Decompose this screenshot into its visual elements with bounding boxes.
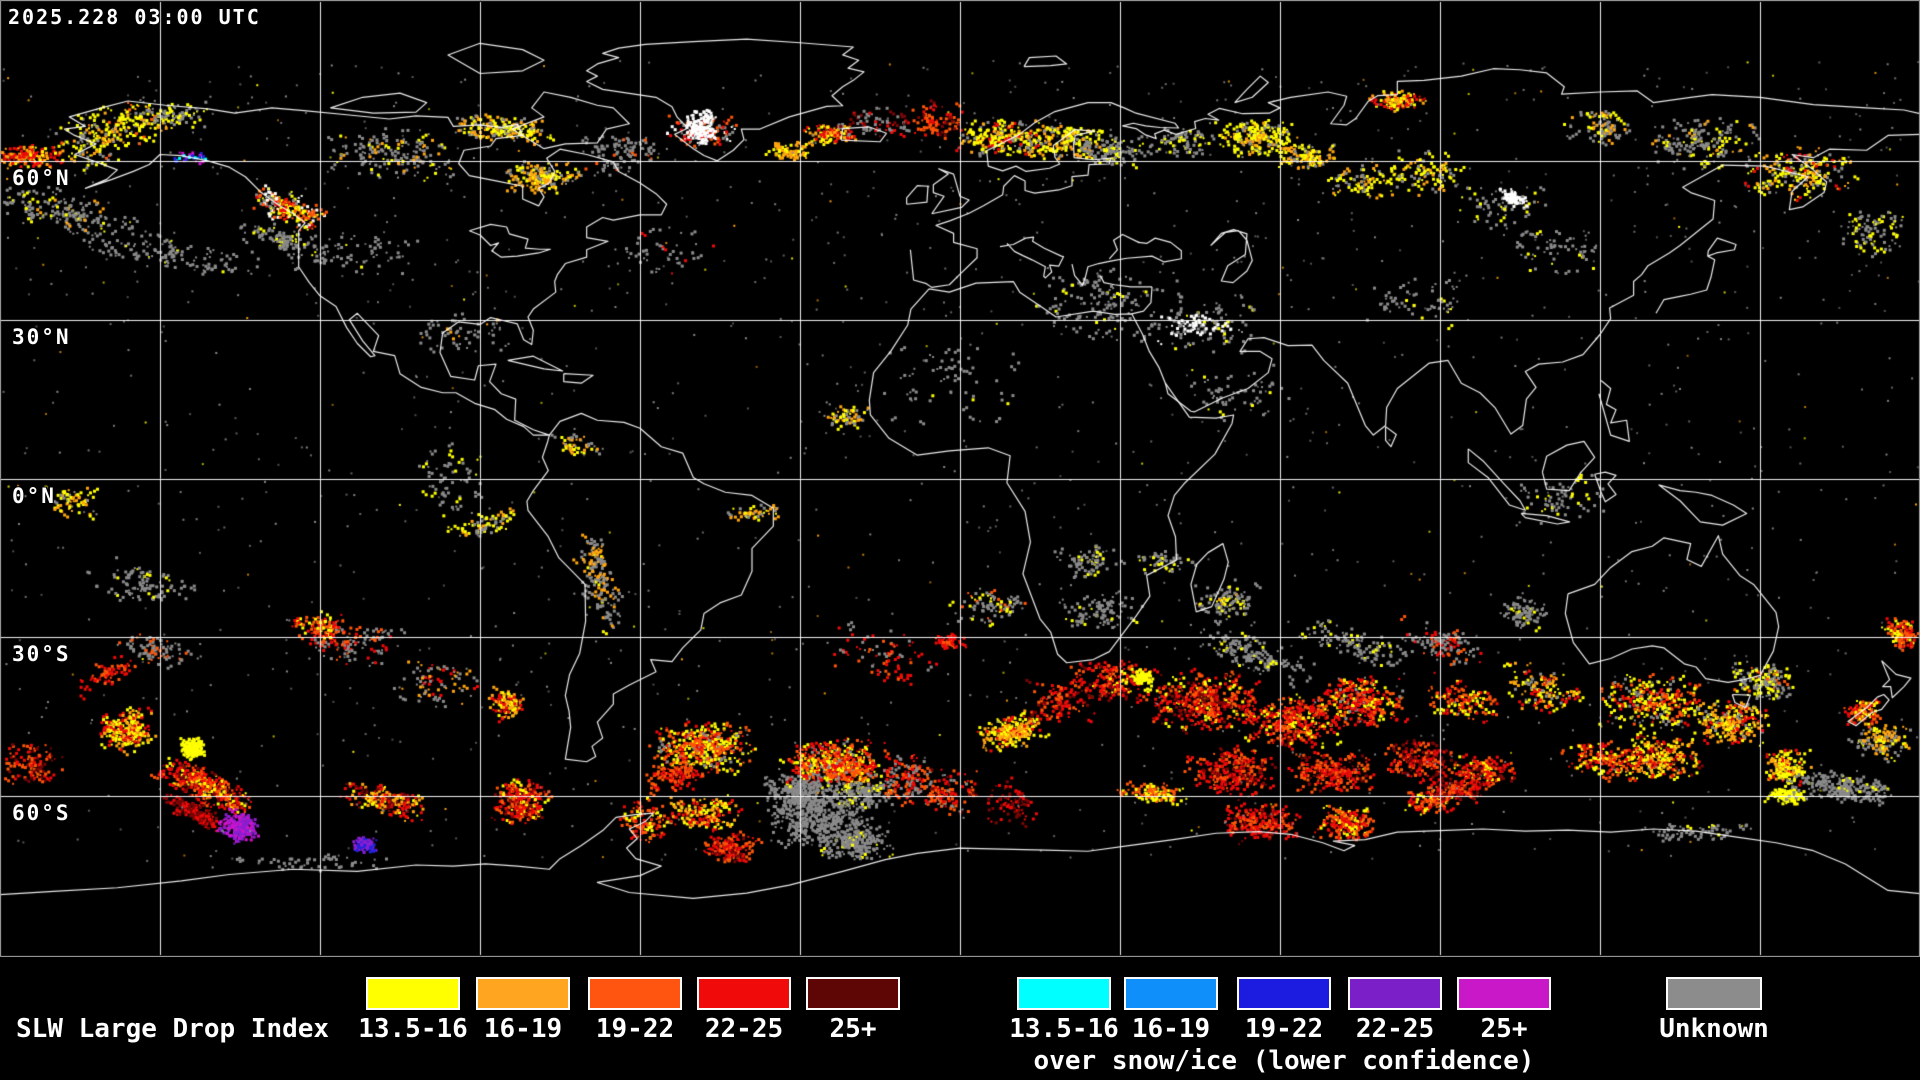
legend-swatch-unknown (1666, 977, 1762, 1010)
legend-label-slw-1: 16-19 (483, 1014, 563, 1044)
legend-label-slw-4: 25+ (829, 1014, 877, 1044)
legend-label-ice-4: 25+ (1480, 1014, 1528, 1044)
legend-swatch-ice-16-19 (1124, 977, 1218, 1010)
legend-label-ice-3: 22-25 (1355, 1014, 1435, 1044)
legend-label-slw-0: 13.5-16 (358, 1014, 468, 1044)
lat-label-60n: 60°N (12, 165, 71, 190)
legend-swatch-slw-13.5-16 (366, 977, 460, 1010)
lat-label-0n: 0°N (12, 483, 56, 508)
legend-label-ice-2: 19-22 (1244, 1014, 1324, 1044)
legend-swatch-ice-25plus (1457, 977, 1551, 1010)
legend-swatch-ice-13.5-16 (1017, 977, 1111, 1010)
lat-label-30s: 30°S (12, 642, 71, 667)
legend-swatch-ice-22-25 (1348, 977, 1442, 1010)
legend-swatch-slw-16-19 (476, 977, 570, 1010)
legend-swatch-slw-25plus (806, 977, 900, 1010)
lat-label-30n: 30°N (12, 324, 71, 349)
legend-title: SLW Large Drop Index (16, 1014, 330, 1044)
legend-swatch-slw-22-25 (697, 977, 791, 1010)
world-map-canvas (0, 0, 1920, 957)
legend-label-unknown: Unknown (1659, 1014, 1769, 1044)
legend-caption-snow-ice: over snow/ice (lower confidence) (1033, 1046, 1535, 1076)
legend-swatch-ice-19-22 (1237, 977, 1331, 1010)
legend-label-ice-0: 13.5-16 (1009, 1014, 1119, 1044)
timestamp: 2025.228 03:00 UTC (8, 5, 261, 29)
legend-bar: SLW Large Drop Index 13.5-16 16-19 19-22… (0, 957, 1920, 1080)
legend-label-slw-3: 22-25 (704, 1014, 784, 1044)
legend-label-slw-2: 19-22 (595, 1014, 675, 1044)
lat-label-60s: 60°S (12, 801, 71, 826)
legend-label-ice-1: 16-19 (1131, 1014, 1211, 1044)
legend-swatch-slw-19-22 (588, 977, 682, 1010)
